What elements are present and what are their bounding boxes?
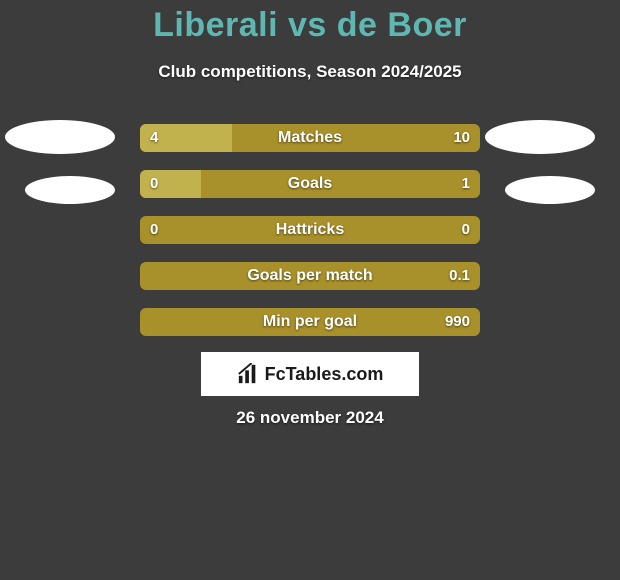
snapshot-date: 26 november 2024: [0, 408, 620, 428]
stat-row: Min per goal 990: [140, 308, 480, 336]
stat-label: Min per goal: [140, 308, 480, 336]
stage: Liberali vs de Boer Club competitions, S…: [0, 0, 620, 580]
stat-label: Goals: [140, 170, 480, 198]
stat-label: Goals per match: [140, 262, 480, 290]
club-left-logo-2: [25, 176, 115, 204]
page-title: Liberali vs de Boer: [0, 6, 620, 45]
club-right-logo: [485, 120, 595, 154]
stat-row: 4 Matches 10: [140, 124, 480, 152]
branding-banner: FcTables.com: [201, 352, 419, 396]
stat-row: 0 Hattricks 0: [140, 216, 480, 244]
stat-value-right: 0: [462, 216, 470, 244]
stat-rows: 4 Matches 10 0 Goals 1 0 Hattricks 0: [140, 124, 480, 354]
club-left-logo: [5, 120, 115, 154]
stat-value-right: 0.1: [449, 262, 470, 290]
club-right-logo-2: [505, 176, 595, 204]
page-subtitle: Club competitions, Season 2024/2025: [0, 62, 620, 82]
stat-value-right: 990: [445, 308, 470, 336]
stat-label: Hattricks: [140, 216, 480, 244]
branding-text: FcTables.com: [265, 364, 384, 385]
chart-icon: [237, 363, 259, 385]
stat-value-right: 1: [462, 170, 470, 198]
stat-label: Matches: [140, 124, 480, 152]
stat-value-right: 10: [453, 124, 470, 152]
stat-row: 0 Goals 1: [140, 170, 480, 198]
stat-row: Goals per match 0.1: [140, 262, 480, 290]
